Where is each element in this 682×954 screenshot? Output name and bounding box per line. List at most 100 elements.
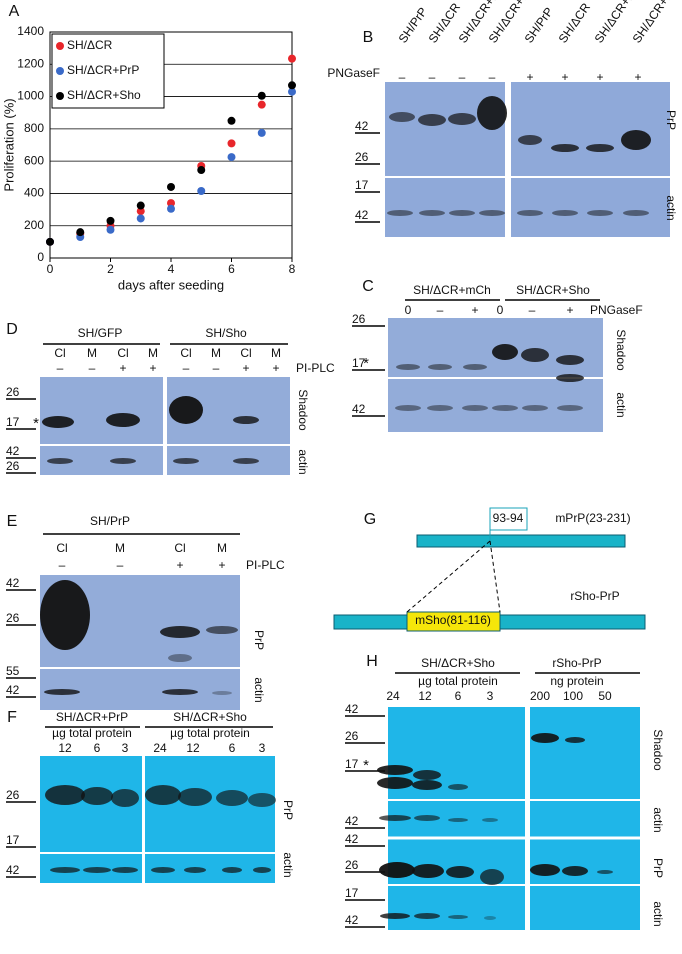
band [50,867,80,873]
insert-box [406,611,501,632]
lane-label: 200 [530,689,550,703]
blot [530,707,640,930]
marker-label: 26 [345,729,359,743]
point [136,207,145,216]
band [517,210,543,216]
marker-label: 26 [6,611,20,625]
band [418,114,446,126]
unit-label: µg total protein [52,726,132,740]
lane-label: 6 [455,689,462,703]
band-label: PrP [651,858,665,878]
band [111,789,139,807]
marker-label: 42 [345,832,359,846]
treatment: PI-PLC [296,361,335,375]
lane-label: Cl [240,346,251,360]
band [531,733,559,743]
marker-label: 42 [6,863,20,877]
dashed-line [489,540,501,613]
panel-label: G [364,511,376,528]
point [106,216,115,225]
band-label: PrP [252,630,266,650]
band [597,870,613,874]
point [167,199,175,208]
band [47,458,73,464]
band [160,626,200,638]
band [169,396,203,424]
marker-label: 42 [6,576,20,590]
marker-label: 42 [352,402,366,416]
band-label: actin [296,449,310,474]
lane-label: Cl [174,541,185,555]
band-label: actin [651,901,665,926]
legend-box [51,33,165,109]
point [227,153,236,162]
band [379,815,411,821]
asterisk: * [363,355,369,372]
band [448,915,468,919]
sign: + [566,303,573,317]
lane-label: 24 [386,689,400,703]
group-label: SH/ΔCR+PrP [56,710,128,724]
y-tick-label: 1000 [17,89,44,103]
sign: + [634,70,641,84]
band [106,413,140,427]
lane-label: M [148,346,158,360]
band [492,405,518,411]
panel-label: F [7,709,17,726]
point [167,204,175,213]
plot-frame [49,31,293,259]
insert-label: mSho(81-116) [415,613,491,627]
y-tick-label: 1200 [17,56,44,70]
lane-label: 3 [259,741,266,755]
sign: + [471,303,478,317]
treatment: PNGaseF [327,66,380,80]
treatment: PNGaseF [590,303,643,317]
blot [40,756,142,883]
mprp-bar [416,534,626,548]
marker-label: 17 [352,356,366,370]
y-tick-label: 400 [24,186,44,200]
sign: – [183,361,190,375]
point [257,91,266,100]
sign: + [149,361,156,375]
band [562,866,588,876]
sign: – [59,558,66,572]
band-label: actin [252,677,266,702]
band [484,916,496,920]
band-label: actin [614,392,628,417]
band [253,867,271,873]
band-label: Shadoo [614,329,628,371]
group-label: SH/ΔCR+Sho [173,710,247,724]
band [387,210,413,216]
marker-label: 42 [345,913,359,927]
point [227,116,236,125]
panel-label: C [362,278,374,295]
group-label: SH/ΔCR+Sho [421,656,495,670]
marker-label: 26 [352,312,366,326]
lane-label: 12 [186,741,200,755]
panel-label: D [6,321,18,338]
band [44,689,80,695]
lane-label: 100 [563,689,583,703]
sign: – [437,303,444,317]
band-label: Shadoo [651,729,665,771]
sign: + [561,70,568,84]
lane-label: SH/PrP [396,5,430,46]
band [557,405,583,411]
band-label: PrP [664,110,678,130]
lane-label: Cl [56,541,67,555]
sign: + [242,361,249,375]
point [136,214,145,223]
dashed-line [406,540,491,613]
marker-label: 26 [6,788,20,802]
band [379,862,415,878]
sign: – [57,361,64,375]
band [477,96,507,130]
band-label: Shadoo [296,389,310,431]
marker-label: 42 [6,683,20,697]
band [414,913,440,919]
lane-label: SH/ΔCR+PrP [630,0,682,46]
band [377,777,413,789]
y-tick-label: 200 [24,218,44,232]
band [551,144,579,152]
